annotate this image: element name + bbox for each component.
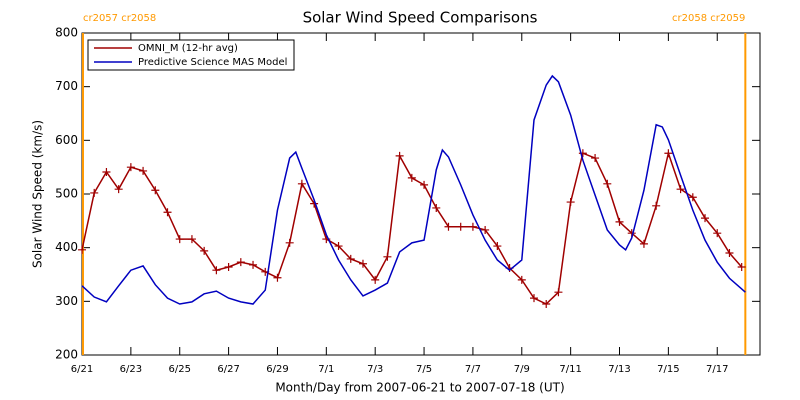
x-tick-label: 7/3 <box>367 364 383 375</box>
point-marker <box>615 217 624 226</box>
point-marker <box>701 214 710 223</box>
x-tick-label: 7/11 <box>559 364 581 375</box>
y-tick-label: 400 <box>55 240 78 254</box>
point-marker <box>151 186 160 195</box>
point-marker <box>163 208 172 217</box>
point-marker <box>688 193 697 202</box>
x-tick-label: 7/7 <box>465 364 481 375</box>
series-line <box>81 74 746 305</box>
y-tick-label: 600 <box>55 133 78 147</box>
x-tick-label: 6/23 <box>120 364 142 375</box>
y-tick-label: 700 <box>55 79 78 93</box>
x-tick-label: 6/25 <box>168 364 190 375</box>
point-marker <box>395 151 404 160</box>
point-marker <box>725 249 734 258</box>
point-marker <box>566 198 575 207</box>
point-marker <box>224 262 233 271</box>
point-marker <box>126 163 135 172</box>
point-marker <box>456 222 465 231</box>
x-tick-label: 7/1 <box>318 364 334 375</box>
point-marker <box>493 242 502 251</box>
point-marker <box>639 239 648 248</box>
point-marker <box>139 166 148 175</box>
point-marker <box>285 238 294 247</box>
point-marker <box>432 203 441 212</box>
point-marker <box>444 222 453 231</box>
x-tick-label: 6/29 <box>266 364 288 375</box>
point-marker <box>114 185 123 194</box>
point-marker <box>517 275 526 284</box>
point-marker <box>737 262 746 271</box>
legend-label: Predictive Science MAS Model <box>138 57 287 68</box>
legend-label: OMNI_M (12-hr avg) <box>138 43 238 54</box>
point-marker <box>90 188 99 197</box>
point-marker <box>175 235 184 244</box>
point-marker <box>187 235 196 244</box>
point-marker <box>554 288 563 297</box>
point-marker <box>407 173 416 182</box>
point-marker <box>713 229 722 238</box>
point-marker <box>652 201 661 210</box>
x-tick-label: 7/9 <box>514 364 530 375</box>
point-marker <box>371 275 380 284</box>
point-marker <box>468 222 477 231</box>
x-tick-label: 7/17 <box>706 364 728 375</box>
x-axis-label: Month/Day from 2007-06-21 to 2007-07-18 … <box>275 381 564 395</box>
point-marker <box>383 252 392 261</box>
x-tick-label: 7/13 <box>608 364 630 375</box>
annotation: cr2058 cr2059 <box>672 13 745 24</box>
x-tick-label: 7/5 <box>416 364 432 375</box>
y-tick-label: 800 <box>55 26 78 40</box>
x-tick-label: 6/27 <box>217 364 239 375</box>
y-tick-label: 200 <box>55 348 78 362</box>
point-marker <box>530 294 538 303</box>
y-tick-label: 300 <box>55 294 78 308</box>
point-marker <box>420 180 429 189</box>
legend-box <box>87 39 295 71</box>
point-marker <box>591 154 600 163</box>
point-marker <box>603 179 612 188</box>
point-marker <box>236 258 245 267</box>
y-axis-label: Solar Wind Speed (km/s) <box>31 120 45 268</box>
point-marker <box>542 300 551 309</box>
point-marker <box>346 254 355 263</box>
point-marker <box>297 179 306 188</box>
point-marker <box>78 245 86 254</box>
point-marker <box>200 246 209 255</box>
y-tick-label: 500 <box>55 187 78 201</box>
point-marker <box>481 225 490 234</box>
x-tick-label: 6/21 <box>71 364 93 375</box>
point-marker <box>664 149 673 158</box>
point-marker <box>212 266 221 275</box>
annotation: cr2057 cr2058 <box>83 13 156 24</box>
point-marker <box>249 260 258 269</box>
point-marker <box>676 185 685 194</box>
chart-title: Solar Wind Speed Comparisons <box>303 9 538 27</box>
point-marker <box>273 273 282 282</box>
point-marker <box>334 242 343 251</box>
point-marker <box>102 167 111 176</box>
point-marker <box>358 259 367 268</box>
x-tick-label: 7/15 <box>657 364 679 375</box>
